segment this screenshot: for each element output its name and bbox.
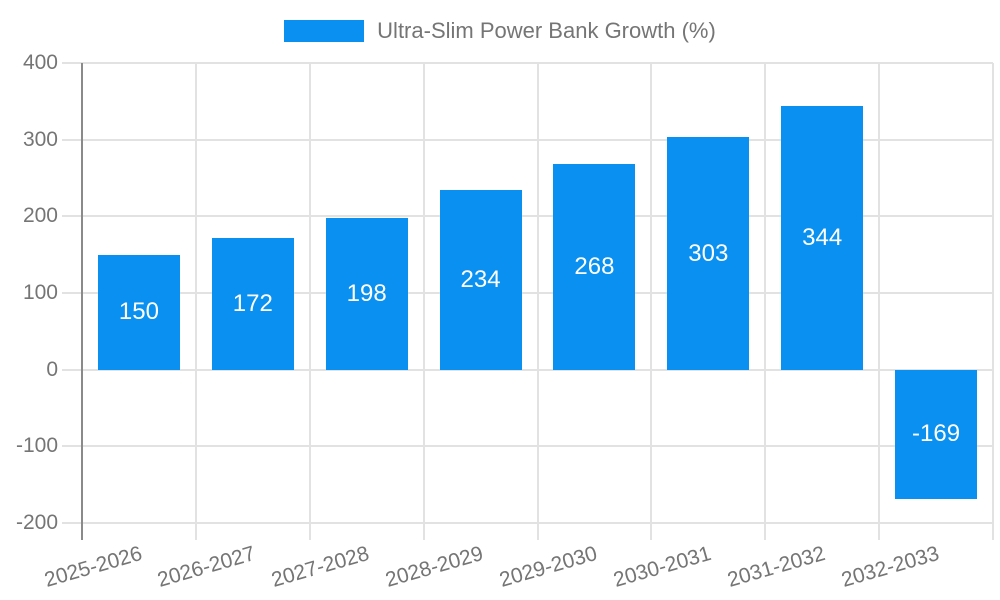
bar-value-label: -169	[912, 420, 961, 448]
legend-label: Ultra-Slim Power Bank Growth (%)	[377, 18, 716, 43]
x-axis-tick-label: 2031-2032	[724, 542, 828, 592]
bar-value-label: 172	[232, 289, 273, 317]
bar[interactable]: 303	[667, 137, 750, 370]
y-gridline	[62, 292, 993, 294]
x-gridline	[536, 63, 539, 540]
bar[interactable]: 150	[97, 254, 180, 370]
bar-value-label: 344	[802, 223, 843, 251]
bar[interactable]: -169	[895, 369, 978, 500]
x-axis-tick-label: 2032-2033	[838, 542, 942, 592]
y-axis-tick-label: -100	[15, 434, 58, 458]
y-axis-line	[81, 63, 83, 540]
bar[interactable]: 172	[211, 237, 294, 370]
x-gridline	[878, 63, 881, 540]
bar-value-label: 150	[118, 298, 159, 326]
x-axis-tick-label: 2030-2031	[610, 542, 714, 592]
y-gridline	[62, 522, 993, 524]
y-gridline	[62, 138, 993, 141]
bar[interactable]: 198	[325, 217, 408, 370]
x-gridline	[992, 63, 994, 540]
bar-value-label: 198	[346, 279, 387, 307]
bar[interactable]: 344	[781, 105, 864, 370]
bar-value-label: 268	[574, 252, 615, 280]
y-axis-tick-label: -200	[15, 511, 58, 534]
y-gridline	[62, 62, 993, 64]
legend-item[interactable]: Ultra-Slim Power Bank Growth (%)	[0, 18, 1000, 44]
x-axis-tick-label: 2025-2026	[41, 542, 145, 592]
y-axis-tick-label: 100	[22, 281, 58, 304]
x-axis-tick-label: 2029-2030	[496, 542, 600, 592]
x-axis-tick-label: 2026-2027	[155, 542, 259, 592]
y-gridline	[62, 215, 993, 218]
bar-value-label: 303	[688, 239, 729, 267]
y-gridline	[62, 445, 993, 448]
x-gridline	[194, 63, 197, 540]
y-axis-tick-label: 400	[22, 51, 58, 74]
x-gridline	[308, 63, 311, 540]
y-axis-tick-label: 300	[22, 127, 58, 151]
y-axis-tick-label: 0	[46, 357, 58, 381]
x-gridline	[650, 63, 653, 540]
bar[interactable]: 234	[439, 190, 522, 370]
bar[interactable]: 268	[553, 164, 636, 370]
bar-value-label: 234	[460, 265, 501, 293]
x-axis-tick-label: 2028-2029	[383, 542, 486, 592]
y-axis-tick-label: 200	[22, 204, 58, 228]
x-gridline	[422, 63, 425, 540]
x-gridline	[764, 63, 767, 540]
y-gridline	[62, 368, 993, 371]
x-axis-tick-label: 2027-2028	[269, 542, 373, 592]
legend-swatch-icon	[284, 20, 365, 42]
